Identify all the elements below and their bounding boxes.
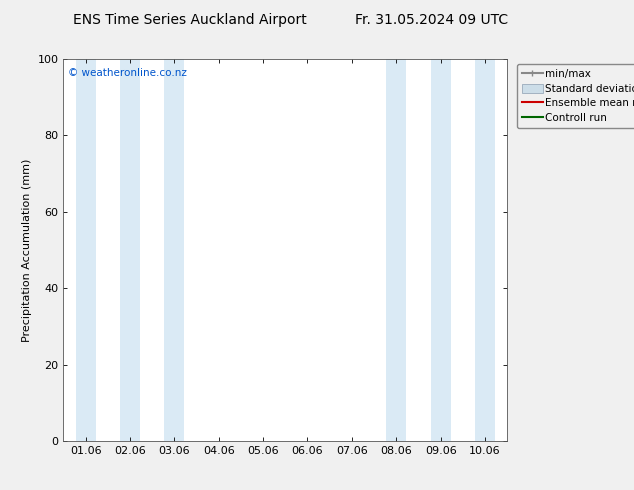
- Text: Fr. 31.05.2024 09 UTC: Fr. 31.05.2024 09 UTC: [354, 13, 508, 27]
- Text: © weatheronline.co.nz: © weatheronline.co.nz: [68, 69, 187, 78]
- Bar: [386, 59, 406, 441]
- Legend: min/max, Standard deviation, Ensemble mean run, Controll run: min/max, Standard deviation, Ensemble me…: [517, 64, 634, 128]
- Bar: [120, 59, 140, 441]
- Bar: [164, 59, 184, 441]
- Bar: [75, 59, 96, 441]
- Bar: [475, 59, 495, 441]
- Text: ENS Time Series Auckland Airport: ENS Time Series Auckland Airport: [74, 13, 307, 27]
- Y-axis label: Precipitation Accumulation (mm): Precipitation Accumulation (mm): [22, 158, 32, 342]
- Bar: [430, 59, 451, 441]
